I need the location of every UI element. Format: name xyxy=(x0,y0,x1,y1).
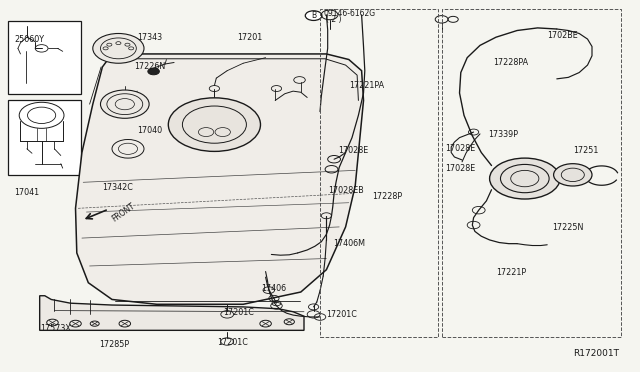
Text: 17040: 17040 xyxy=(138,126,163,135)
Text: 25060Y: 25060Y xyxy=(14,35,44,44)
Text: ( 2 ): ( 2 ) xyxy=(326,15,342,24)
Text: 17028E: 17028E xyxy=(445,144,475,153)
Text: 1702BE: 1702BE xyxy=(547,31,578,40)
Polygon shape xyxy=(40,296,304,330)
Bar xyxy=(442,9,621,337)
Text: 17041: 17041 xyxy=(14,188,39,197)
Text: 17406M: 17406M xyxy=(333,239,365,248)
Text: 17285P: 17285P xyxy=(99,340,129,349)
Text: 17201C: 17201C xyxy=(326,310,357,319)
Text: 17028EB: 17028EB xyxy=(328,186,364,195)
Text: 17221PA: 17221PA xyxy=(349,81,384,90)
Text: 17573X: 17573X xyxy=(40,324,70,333)
Text: FRONT: FRONT xyxy=(110,202,136,224)
Circle shape xyxy=(93,33,144,63)
Text: 17228PA: 17228PA xyxy=(493,58,528,67)
Circle shape xyxy=(148,68,159,75)
Text: 17028E: 17028E xyxy=(445,164,475,173)
Text: 17201C: 17201C xyxy=(218,338,248,347)
Bar xyxy=(320,9,438,337)
Polygon shape xyxy=(76,54,364,304)
Text: 17226N: 17226N xyxy=(134,62,166,71)
Circle shape xyxy=(305,11,322,20)
Text: 17251: 17251 xyxy=(573,146,598,155)
Text: 09146-6162G: 09146-6162G xyxy=(324,9,376,17)
Bar xyxy=(8,100,81,175)
Text: R172001T: R172001T xyxy=(573,349,620,358)
Text: 17228P: 17228P xyxy=(372,192,403,201)
Text: 17342C: 17342C xyxy=(102,183,133,192)
Text: 17343: 17343 xyxy=(138,33,163,42)
Text: 17201: 17201 xyxy=(237,33,262,42)
Text: 17339P: 17339P xyxy=(488,130,518,139)
Text: 17221P: 17221P xyxy=(496,268,526,277)
Text: 17028E: 17028E xyxy=(338,146,368,155)
Text: 17201C: 17201C xyxy=(223,308,253,317)
Circle shape xyxy=(490,158,560,199)
Circle shape xyxy=(554,164,592,186)
Text: 17406: 17406 xyxy=(261,284,286,293)
Text: B: B xyxy=(311,11,316,20)
Bar xyxy=(8,21,81,94)
Circle shape xyxy=(100,90,149,118)
Circle shape xyxy=(168,98,260,151)
Text: 17225N: 17225N xyxy=(552,223,583,232)
